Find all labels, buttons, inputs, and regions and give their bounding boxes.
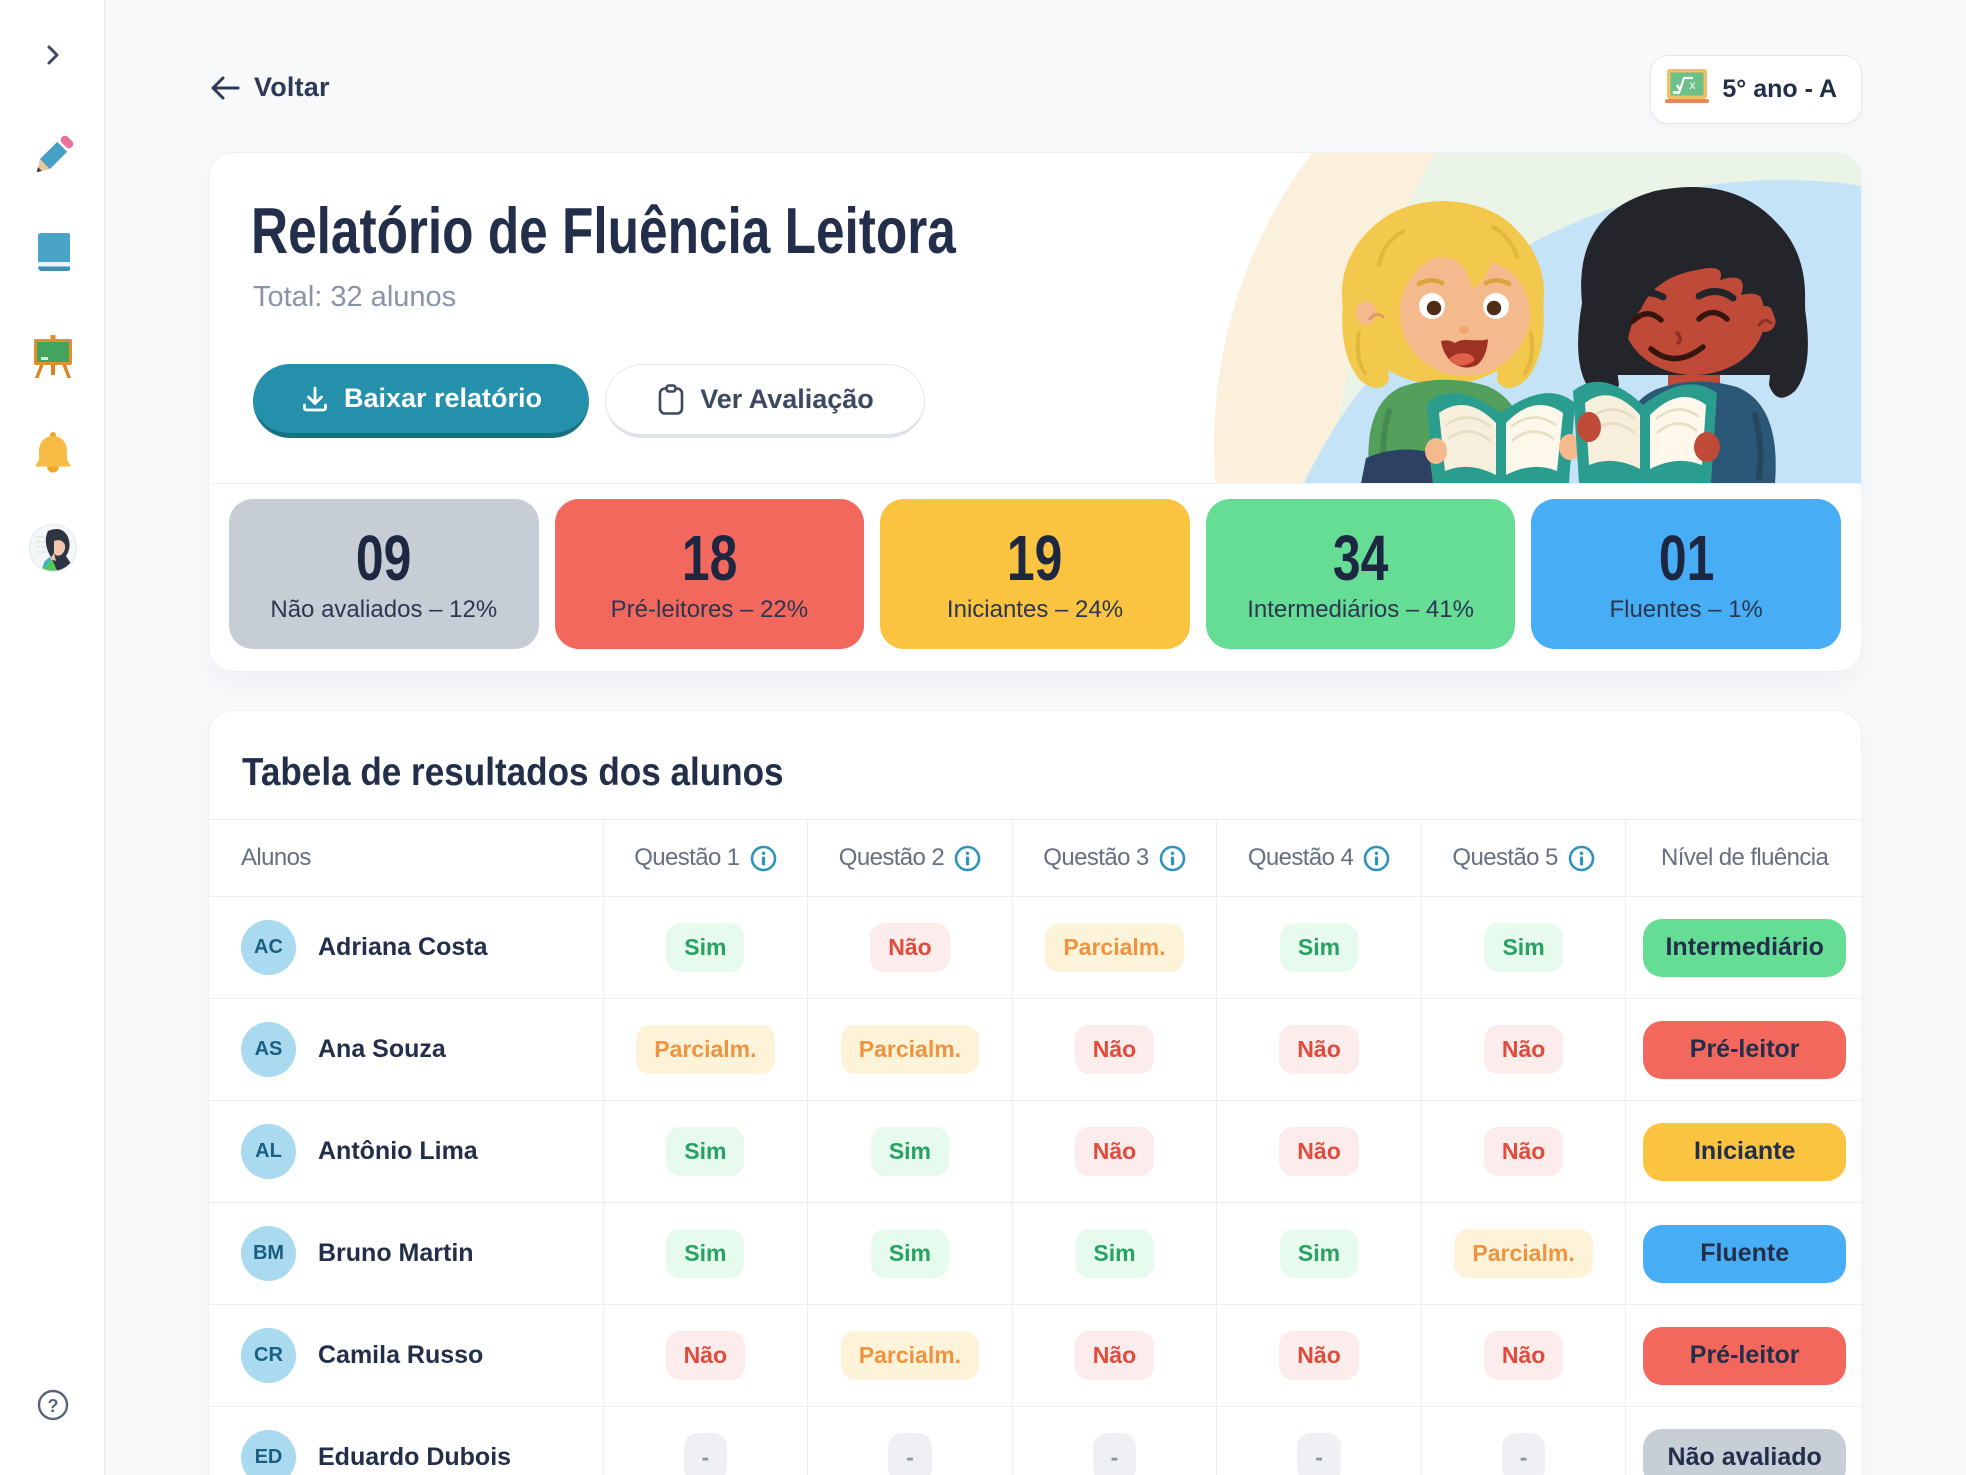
svg-text:x: x bbox=[1690, 78, 1696, 92]
svg-text:?: ? bbox=[47, 1396, 58, 1416]
